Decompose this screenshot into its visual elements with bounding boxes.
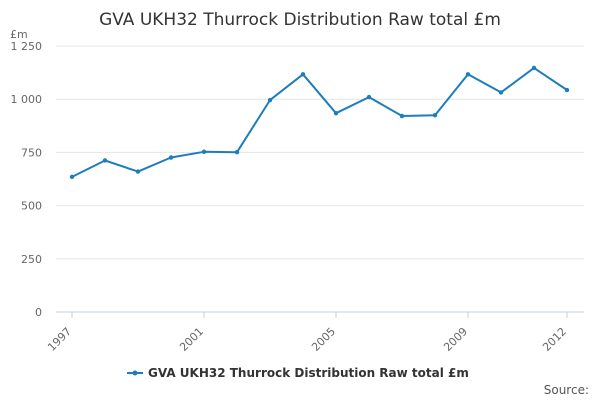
data-point[interactable]: [564, 87, 570, 93]
series-line: [71, 66, 568, 178]
y-tick-label: 250: [21, 253, 42, 266]
data-point[interactable]: [465, 72, 471, 77]
grid-lines: [56, 45, 584, 260]
data-point[interactable]: [399, 113, 405, 119]
data-point[interactable]: [333, 111, 339, 116]
data-point[interactable]: [102, 158, 108, 163]
data-point[interactable]: [135, 169, 141, 174]
legend-entry-label: GVA UKH32 Thurrock Distribution Raw tota…: [148, 366, 469, 380]
x-tick-label: 2009: [441, 325, 470, 354]
source-label[interactable]: Source:: [544, 383, 589, 397]
series-layer: [69, 65, 570, 180]
data-point[interactable]: [168, 155, 174, 160]
legend-marker-swatch: [132, 370, 138, 376]
data-point[interactable]: [498, 90, 504, 95]
data-point[interactable]: [366, 94, 372, 100]
data-point[interactable]: [201, 149, 207, 154]
chart-title: GVA UKH32 Thurrock Distribution Raw tota…: [99, 10, 501, 30]
y-tick-label: 0: [35, 306, 42, 319]
y-tick-label: 500: [21, 200, 42, 213]
y-tick-label: 1 000: [11, 93, 43, 106]
legend[interactable]: GVA UKH32 Thurrock Distribution Raw tota…: [127, 366, 469, 380]
x-axis-ticks: 1997 2001 2005 2009 2012: [45, 312, 569, 354]
data-point[interactable]: [432, 112, 438, 118]
y-unit-label: £m: [10, 28, 28, 41]
y-tick-label: 1 250: [11, 40, 43, 53]
x-tick-label: 2005: [309, 325, 338, 354]
data-point[interactable]: [267, 97, 273, 103]
data-point[interactable]: [234, 149, 240, 155]
y-tick-label: 750: [21, 146, 42, 159]
data-point[interactable]: [300, 72, 306, 77]
x-tick-label: 1997: [45, 325, 74, 354]
x-tick-label: 2001: [177, 325, 206, 354]
x-tick-label: 2012: [540, 325, 569, 354]
data-point[interactable]: [69, 174, 75, 180]
data-point[interactable]: [531, 65, 537, 71]
y-axis-tick-labels: 0 250 500 750 1 000 1 250: [11, 40, 43, 319]
